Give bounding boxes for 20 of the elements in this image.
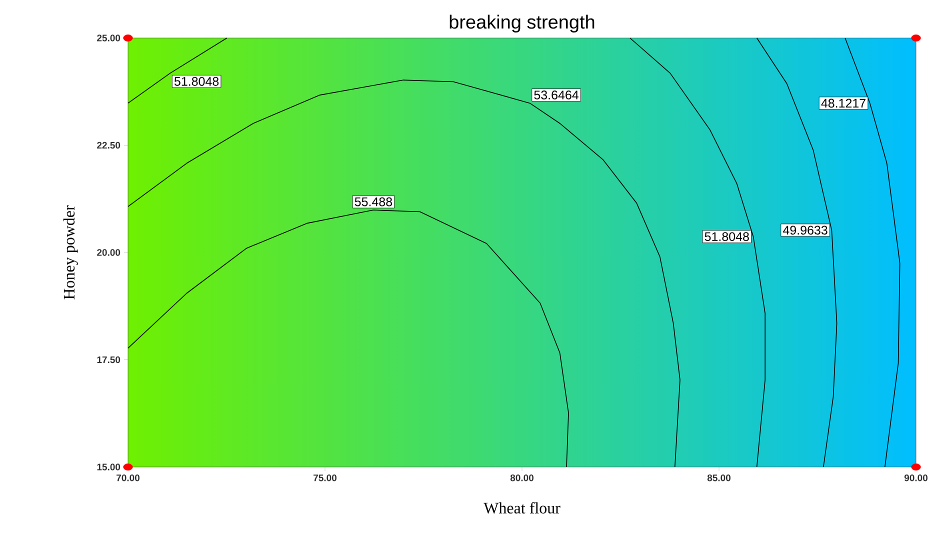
x-tick-label: 75.00 [314,474,336,482]
series-label: 51.8048 [174,76,219,86]
series-label: 51.8048 [704,232,749,242]
x-tick-label: 70.00 [116,474,140,482]
y-tick-label: 22.50 [97,142,120,149]
x-tick-label: 90.00 [904,474,928,482]
x-tick-label: 80.00 [510,474,534,482]
y-tick-label: 17.50 [97,356,120,364]
y-tick-label: 20.00 [97,249,120,256]
y-axis-title: Honey powder [63,205,78,300]
x-tick-label: 85.00 [707,474,730,482]
series-label: 55.488 [354,197,392,206]
y-tick-label: 25.00 [97,34,120,42]
series-label: 49.9633 [782,226,828,235]
chart-title: breaking strength [450,14,594,32]
x-axis-title: Wheat flour [484,502,560,514]
line-series [630,38,766,468]
series-label: 53.6464 [534,90,578,100]
series-label: 48.1217 [821,98,866,108]
y-tick-label: 15.00 [97,464,120,470]
